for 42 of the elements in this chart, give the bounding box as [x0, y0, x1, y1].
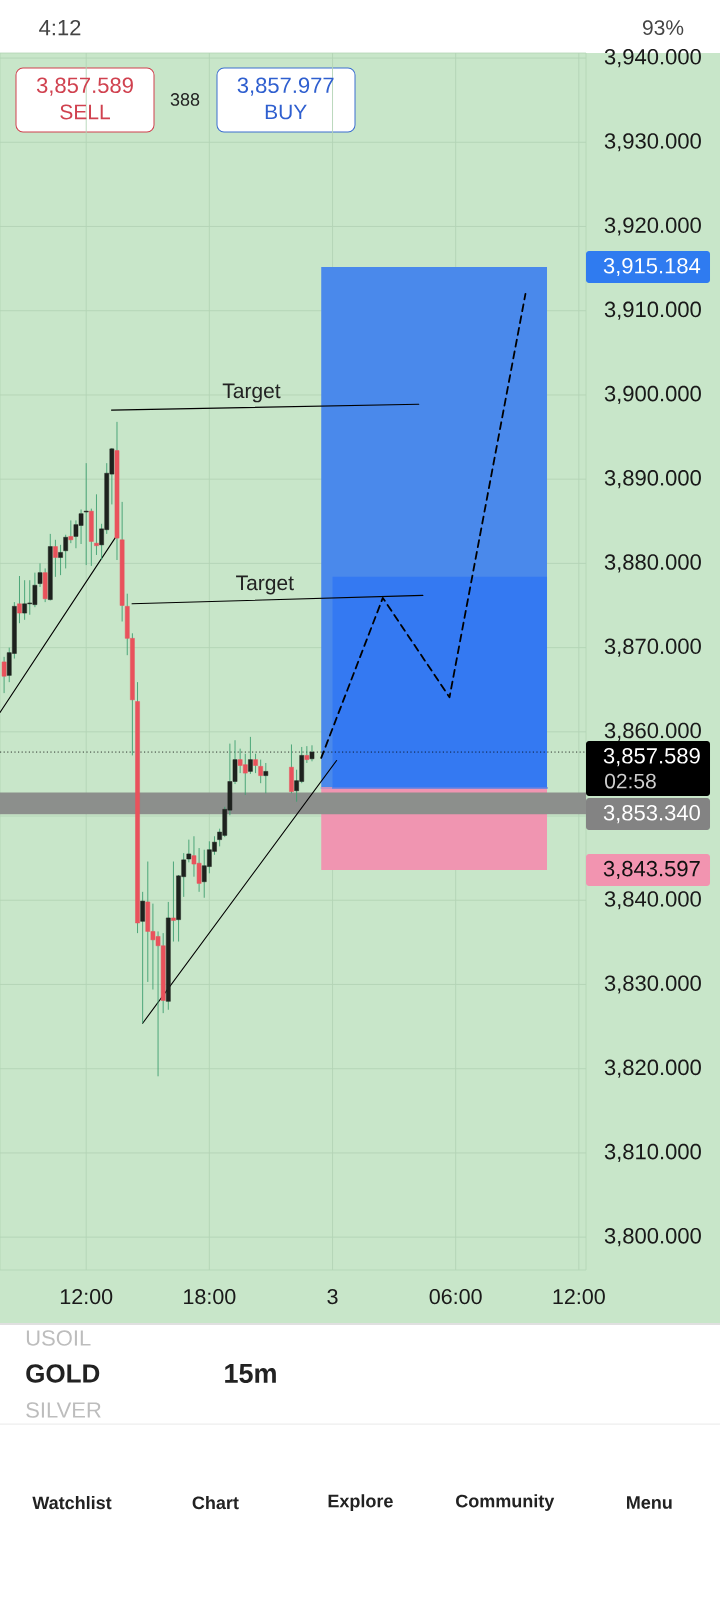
text: 3,843.597 [603, 860, 700, 880]
y-tick-label: 3,920.000 [604, 217, 701, 236]
text: 93% [642, 20, 684, 36]
y-tick-label: 3,830.000 [604, 975, 701, 994]
y-tick-label: 3,820.000 [604, 1059, 701, 1078]
x-tick-label: 06:00 [429, 1288, 482, 1305]
annotation: 3,857.589 [36, 77, 133, 96]
text: 3,853.340 [603, 805, 700, 824]
y-tick-label: 3,800.000 [604, 1228, 701, 1247]
text: SILVER [26, 1402, 101, 1418]
text: 02:58 [605, 773, 656, 789]
text: Explore [328, 1494, 393, 1511]
y-tick-label: 3,900.000 [604, 385, 701, 405]
y-tick-label: 3,890.000 [604, 470, 701, 489]
annotation: BUY [265, 104, 307, 120]
y-tick-label: 3,940.000 [604, 48, 701, 68]
y-tick-label: 3,810.000 [604, 1143, 701, 1163]
ref-line-label: 3,857.589 [603, 748, 700, 767]
x-tick-label: 12:00 [553, 1288, 605, 1305]
x-tick-label: 12:00 [60, 1288, 113, 1305]
text: 3,915.184 [603, 257, 701, 277]
annotation: Target [222, 383, 281, 403]
y-tick-label: 3,870.000 [604, 638, 701, 657]
annotation: 388 [170, 93, 200, 106]
text: 4:12 [39, 19, 81, 36]
y-tick-label: 3,880.000 [604, 554, 701, 573]
y-tick-label: 3,910.000 [604, 301, 701, 320]
text: Chart [192, 1495, 239, 1510]
annotation: Target [236, 575, 294, 595]
text: USOIL [26, 1330, 91, 1346]
annotation: 3,857.977 [237, 77, 334, 96]
text: GOLD [26, 1364, 100, 1383]
x-tick-label: 3 [327, 1288, 338, 1305]
y-tick-label: 3,930.000 [604, 133, 701, 152]
text: Menu [627, 1496, 672, 1509]
y-tick-label: 3,840.000 [604, 891, 701, 910]
annotation: SELL [60, 104, 110, 120]
x-tick-label: 18:00 [184, 1288, 236, 1305]
text: Community [456, 1494, 555, 1511]
text: 15m [225, 1364, 276, 1383]
y-tick-label: 3,860.000 [604, 722, 701, 741]
text: Watchlist [32, 1495, 112, 1510]
